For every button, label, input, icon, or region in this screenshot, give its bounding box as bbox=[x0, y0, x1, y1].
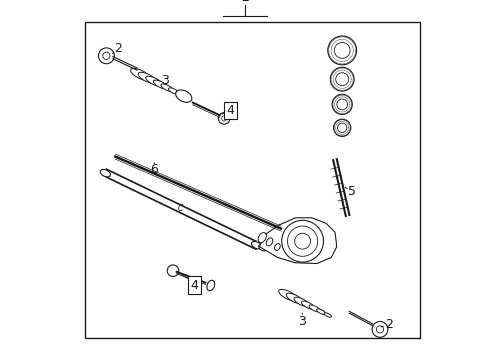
Text: C: C bbox=[177, 204, 183, 212]
Text: 2: 2 bbox=[385, 318, 393, 330]
Circle shape bbox=[98, 48, 114, 64]
Ellipse shape bbox=[279, 289, 297, 301]
Text: 3: 3 bbox=[298, 315, 306, 328]
Circle shape bbox=[328, 36, 357, 65]
Circle shape bbox=[219, 113, 230, 124]
Ellipse shape bbox=[258, 233, 267, 243]
Ellipse shape bbox=[324, 313, 331, 317]
Ellipse shape bbox=[207, 280, 215, 291]
Polygon shape bbox=[259, 218, 337, 264]
Text: 1: 1 bbox=[241, 0, 249, 4]
Ellipse shape bbox=[176, 92, 184, 97]
Ellipse shape bbox=[138, 72, 156, 84]
Ellipse shape bbox=[169, 88, 179, 94]
Ellipse shape bbox=[161, 84, 173, 91]
Circle shape bbox=[330, 67, 354, 91]
Text: 5: 5 bbox=[348, 185, 356, 198]
Ellipse shape bbox=[286, 293, 303, 304]
Ellipse shape bbox=[301, 301, 315, 309]
Circle shape bbox=[334, 119, 351, 136]
Ellipse shape bbox=[131, 68, 150, 81]
Text: 3: 3 bbox=[161, 75, 169, 87]
Ellipse shape bbox=[309, 305, 320, 312]
Circle shape bbox=[332, 94, 352, 114]
Bar bbox=[85, 22, 419, 338]
Ellipse shape bbox=[146, 76, 162, 86]
Ellipse shape bbox=[153, 80, 168, 89]
Circle shape bbox=[372, 321, 388, 337]
Ellipse shape bbox=[266, 238, 273, 246]
Ellipse shape bbox=[176, 90, 192, 102]
Ellipse shape bbox=[317, 309, 326, 315]
Ellipse shape bbox=[259, 244, 267, 251]
Text: 6: 6 bbox=[150, 163, 158, 176]
Ellipse shape bbox=[294, 297, 309, 306]
Text: 4: 4 bbox=[227, 104, 235, 117]
Text: 4: 4 bbox=[191, 279, 198, 292]
Ellipse shape bbox=[251, 242, 262, 249]
Circle shape bbox=[167, 265, 179, 276]
Ellipse shape bbox=[100, 170, 110, 177]
Text: 2: 2 bbox=[114, 42, 122, 55]
Ellipse shape bbox=[274, 244, 280, 250]
